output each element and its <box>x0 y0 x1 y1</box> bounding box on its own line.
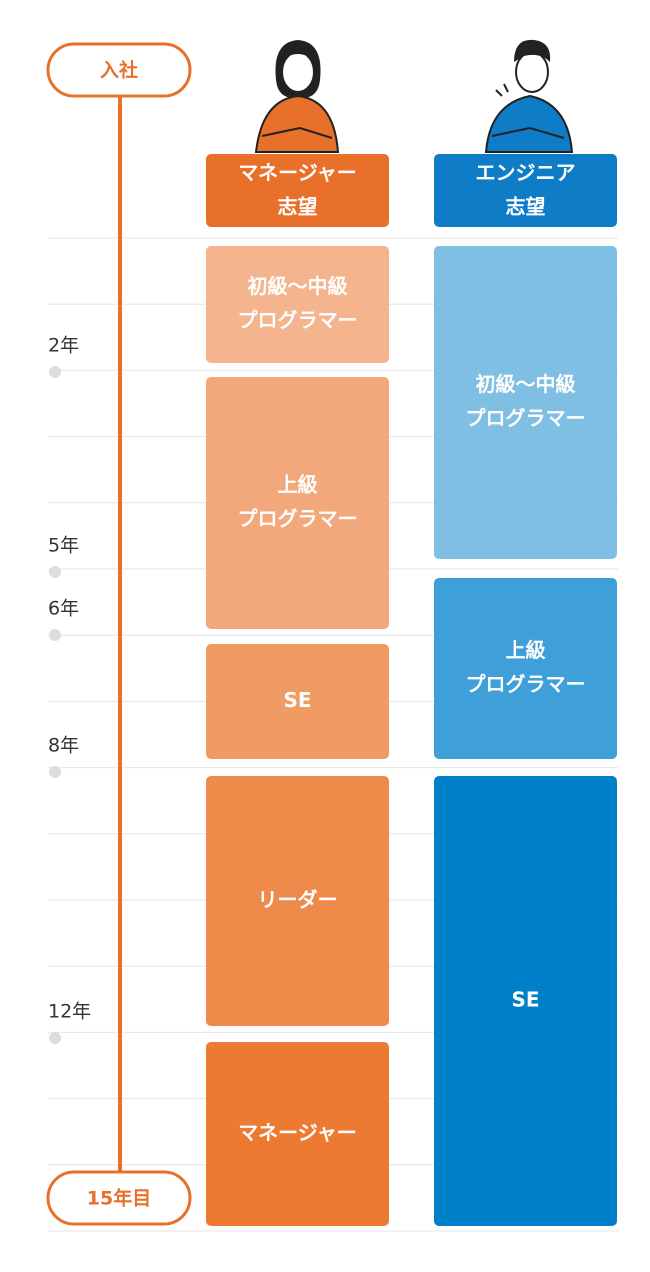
column-header <box>434 154 617 227</box>
year-dot <box>49 629 61 641</box>
career-block <box>206 644 389 759</box>
year-label: 12年 <box>48 1001 91 1023</box>
column-header <box>206 154 389 227</box>
block-text: 上級 <box>278 473 318 497</box>
block-text: 初級〜中級 <box>476 372 576 396</box>
end-pill <box>46 1170 192 1226</box>
block-text: プログラマー <box>238 507 358 531</box>
header-text: エンジニア <box>476 161 576 185</box>
career-block <box>206 246 389 363</box>
career-block <box>206 776 389 1026</box>
year-dot <box>49 566 61 578</box>
year-dot <box>49 766 61 778</box>
header-text: マネージャー <box>238 161 357 185</box>
career-block <box>434 246 617 559</box>
block-text: プログラマー <box>466 672 586 696</box>
end-label: 15年目 <box>87 1187 151 1210</box>
block-text: プログラマー <box>238 308 358 332</box>
block-text: 上級 <box>506 638 546 662</box>
block-text: リーダー <box>258 888 338 912</box>
block-text: プログラマー <box>466 406 586 430</box>
career-block <box>434 776 617 1226</box>
year-label: 8年 <box>48 735 79 757</box>
header-text: 志望 <box>506 195 546 219</box>
block-text: SE <box>511 988 539 1012</box>
year-label: 2年 <box>48 335 79 357</box>
header-text: 志望 <box>278 195 318 219</box>
year-label: 5年 <box>48 535 79 557</box>
year-dot <box>49 366 61 378</box>
career-block <box>434 578 617 759</box>
start-pill <box>46 42 192 98</box>
woman-illustration <box>254 40 340 153</box>
career-block <box>206 1042 389 1226</box>
block-text: マネージャー <box>238 1121 357 1145</box>
year-label: 6年 <box>48 598 79 620</box>
year-dot <box>49 1032 61 1044</box>
career-block <box>206 377 389 629</box>
block-text: SE <box>283 688 311 712</box>
block-text: 初級〜中級 <box>248 274 348 298</box>
start-label: 入社 <box>100 59 138 82</box>
man-illustration <box>484 39 574 153</box>
